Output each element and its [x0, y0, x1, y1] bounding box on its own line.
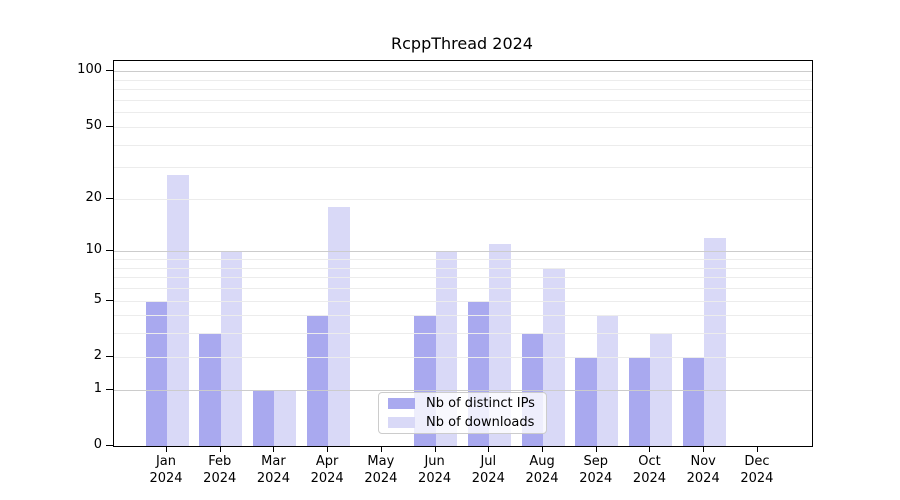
bar-downloads — [596, 315, 619, 446]
x-tick-label: Sep 2024 — [579, 454, 613, 486]
y-tick-mark — [106, 445, 113, 446]
x-tick-label: Aug 2024 — [525, 454, 559, 486]
bar-downloads — [167, 175, 189, 446]
x-tick-label: Nov 2024 — [686, 454, 720, 486]
y-tick-mark — [106, 299, 113, 301]
x-tick-label: May 2024 — [364, 454, 398, 486]
bar-distinct-ips — [252, 389, 275, 446]
x-tick-mark — [327, 446, 329, 452]
x-tick-label: Dec 2024 — [740, 454, 774, 486]
y-tick-label: 50 — [85, 117, 102, 133]
y-tick-mark — [106, 388, 113, 390]
bar-distinct-ips — [145, 300, 167, 446]
x-tick-label: Mar 2024 — [256, 454, 290, 486]
legend-swatch-downloads — [388, 417, 415, 428]
plot-area — [113, 60, 813, 447]
bar-distinct-ips — [306, 315, 329, 446]
bar-downloads — [704, 237, 726, 446]
y-tick-mark — [106, 250, 113, 252]
y-tick-mark — [106, 355, 113, 357]
bar-downloads — [220, 251, 243, 446]
x-tick-mark — [380, 446, 382, 452]
x-tick-mark — [166, 446, 167, 452]
bars-layer — [114, 61, 812, 446]
y-tick-label: 10 — [85, 242, 102, 258]
legend-label-downloads: Nb of downloads — [426, 415, 535, 430]
chart-title: RcppThread 2024 — [391, 34, 533, 53]
x-tick-mark — [756, 446, 758, 452]
bar-downloads — [274, 389, 296, 446]
x-tick-mark — [273, 446, 275, 452]
legend-label-distinct-ips: Nb of distinct IPs — [426, 396, 535, 411]
y-tick-mark — [106, 125, 113, 127]
x-tick-mark — [595, 446, 597, 452]
x-tick-label: Feb 2024 — [203, 454, 237, 486]
bar-downloads — [543, 267, 565, 446]
bar-distinct-ips — [628, 356, 651, 446]
y-tick-label: 5 — [93, 291, 102, 307]
y-tick-mark — [106, 197, 113, 199]
y-tick-label: 1 — [93, 380, 102, 396]
bar-distinct-ips — [682, 356, 705, 446]
x-tick-mark — [488, 446, 490, 452]
x-tick-label: Apr 2024 — [310, 454, 344, 486]
x-tick-mark — [542, 446, 544, 452]
x-tick-mark — [219, 446, 221, 452]
x-tick-mark — [703, 446, 705, 452]
legend-swatch-distinct-ips — [388, 398, 415, 409]
bar-distinct-ips — [199, 333, 221, 446]
bar-distinct-ips — [575, 356, 597, 446]
legend: Nb of distinct IPs Nb of downloads — [378, 392, 547, 434]
x-tick-label: Jan 2024 — [149, 454, 183, 486]
y-tick-label: 0 — [93, 437, 102, 452]
x-tick-mark — [434, 446, 436, 452]
x-tick-label: Jun 2024 — [418, 454, 452, 486]
x-tick-label: Oct 2024 — [632, 454, 667, 486]
y-tick-mark — [106, 70, 113, 72]
bar-downloads — [328, 206, 350, 446]
bar-downloads — [650, 333, 672, 446]
legend-entry-distinct-ips: Nb of distinct IPs — [388, 396, 546, 412]
x-tick-mark — [649, 446, 651, 452]
legend-entry-downloads: Nb of downloads — [388, 415, 546, 431]
y-tick-label: 2 — [93, 347, 102, 363]
x-tick-label: Jul 2024 — [471, 454, 505, 486]
y-tick-label: 20 — [85, 189, 102, 205]
y-tick-label: 100 — [77, 62, 102, 78]
